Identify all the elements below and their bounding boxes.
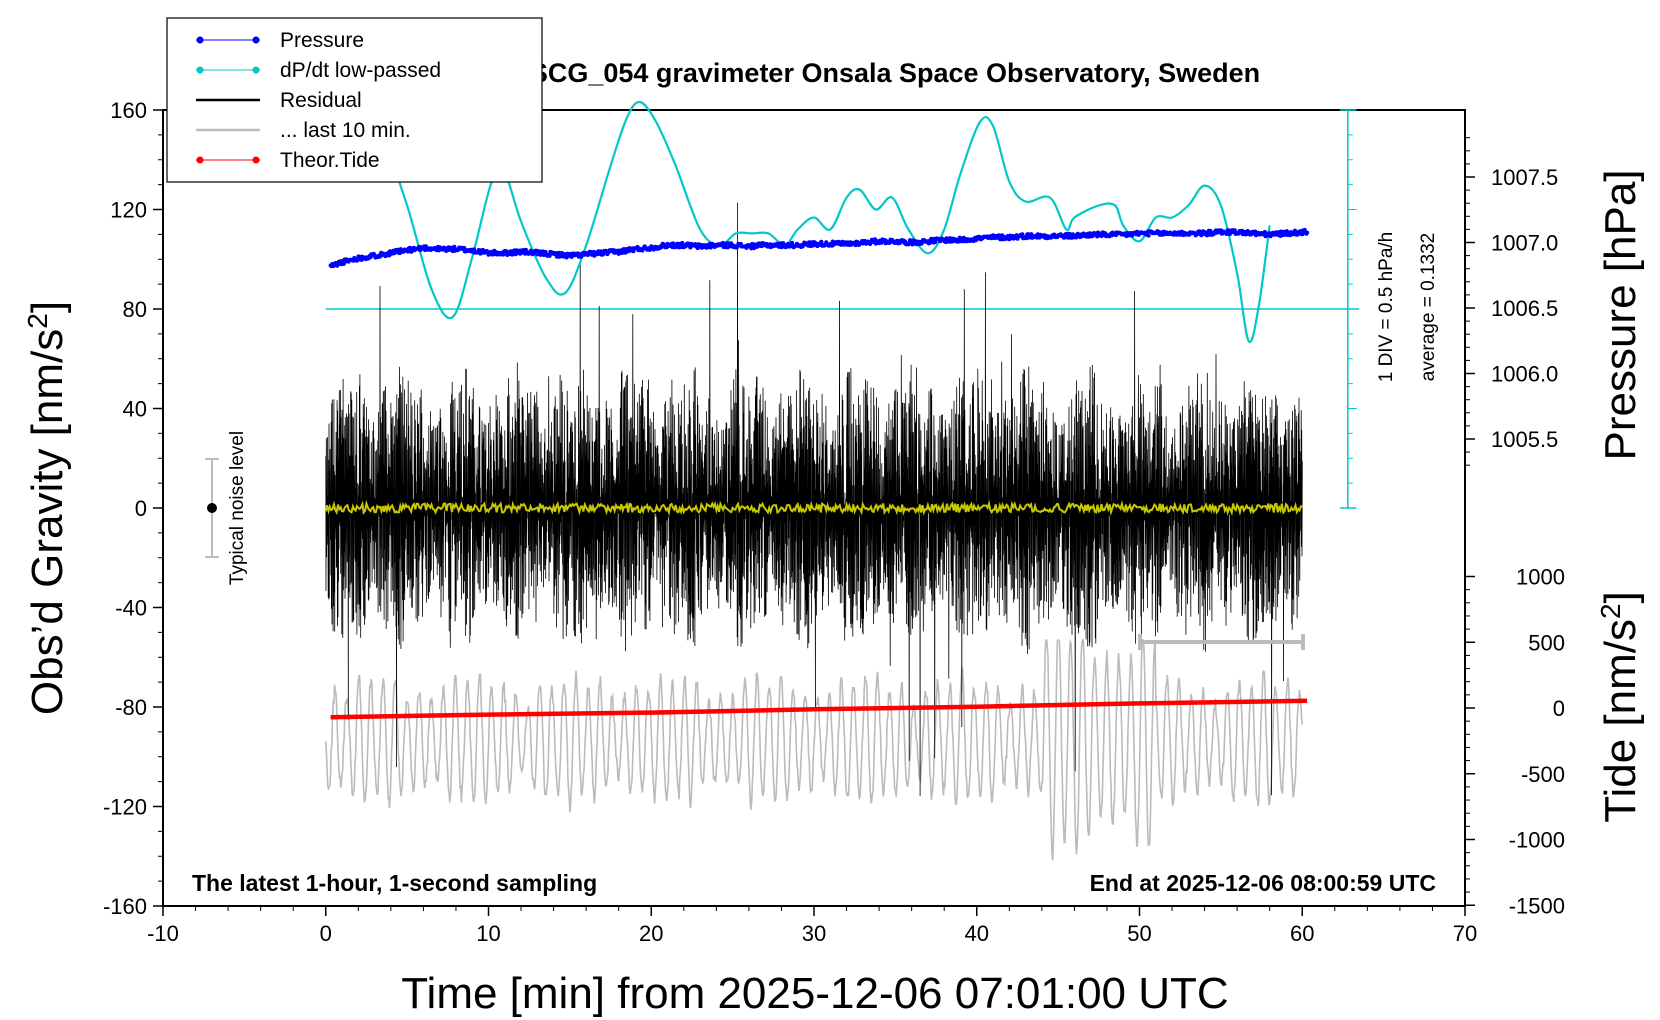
dpdt-trace — [358, 100, 1271, 344]
y-left-tick-label: 80 — [123, 297, 147, 322]
y-axis-tide-label-sup: 2 — [1595, 603, 1626, 619]
legend-marker — [196, 36, 204, 44]
tide-line — [330, 698, 1308, 720]
y-pressure-tick-label: 1006.5 — [1491, 296, 1558, 321]
pressure-line — [328, 227, 1310, 269]
legend-marker — [252, 156, 260, 164]
last-10-min-trace — [325, 638, 1304, 861]
y-left-tick-label: 120 — [110, 198, 147, 223]
y-left-tick-label: -160 — [103, 894, 147, 919]
y-pressure-tick-label: 1007.5 — [1491, 165, 1558, 190]
y-axis-tide-label: Tide [nm/s2] — [1595, 591, 1646, 823]
y-tide-tick-label: 0 — [1553, 696, 1565, 721]
y-left-tick-label: -80 — [115, 695, 147, 720]
x-tick-label: 10 — [476, 921, 500, 946]
y-pressure-tick-label: 1006.0 — [1491, 362, 1558, 387]
pressure-trace — [328, 227, 1310, 269]
bottom-left-note: The latest 1-hour, 1-second sampling — [192, 870, 597, 896]
noise-level-indicator — [205, 458, 219, 558]
legend-item: ... last 10 min. — [196, 119, 411, 142]
x-tick-label: 40 — [965, 921, 989, 946]
y-left-tick-label: 160 — [110, 98, 147, 123]
y-axis-tide-label-close: ] — [1596, 591, 1645, 603]
dpdt-average-label: average = 0.1332 — [1418, 233, 1439, 381]
legend-item: Theor.Tide — [196, 149, 380, 172]
y-axis-pressure-ticks: 1007.5 1007.0 1006.5 1006.0 1005.5 — [1465, 137, 1558, 466]
y-axis-tide-label-text: Tide [nm/s — [1596, 619, 1645, 823]
x-tick-label: 50 — [1127, 921, 1151, 946]
legend-marker — [252, 66, 260, 74]
legend-item: Pressure — [196, 29, 364, 52]
theoretical-tide-trace — [330, 698, 1308, 720]
legend-label: Residual — [280, 89, 362, 112]
legend-marker — [252, 36, 260, 44]
legend-item: dP/dt low-passed — [196, 59, 441, 82]
legend-label: Theor.Tide — [280, 149, 380, 172]
tide-scale-bar — [1138, 634, 1305, 650]
x-tick-label: 60 — [1290, 921, 1314, 946]
smoothed-residual-trace — [324, 499, 1303, 517]
legend-marker — [196, 66, 204, 74]
smoothed-residual-line — [324, 499, 1303, 517]
y-axis-tide-ticks: 1000 500 0 -500 -1000 -1500 — [1465, 565, 1565, 918]
y-axis-left-label: Obs’d Gravity [nm/s2] — [22, 301, 73, 715]
y-pressure-tick-label: 1007.0 — [1491, 231, 1558, 256]
legend-item: Residual — [196, 89, 362, 112]
y-tide-tick-label: 1000 — [1516, 565, 1565, 590]
x-tick-label: 20 — [639, 921, 663, 946]
legend-label: ... last 10 min. — [280, 119, 411, 142]
y-axis-pressure-label: Pressure [hPa] — [1596, 169, 1645, 460]
y-pressure-tick-label: 1005.5 — [1491, 427, 1558, 452]
y-tide-tick-label: -1500 — [1509, 893, 1565, 918]
y-tide-tick-label: 500 — [1528, 630, 1565, 655]
y-axis-left-label-sup: 2 — [22, 313, 53, 329]
legend-marker — [196, 156, 204, 164]
chart-title: SCG_054 gravimeter Onsala Space Observat… — [530, 58, 1260, 88]
x-tick-label: -10 — [147, 921, 179, 946]
y-left-tick-label: 0 — [135, 496, 147, 521]
y-left-tick-label: -40 — [115, 596, 147, 621]
legend-label: Pressure — [280, 29, 364, 52]
y-axis-left-label-close: ] — [23, 301, 72, 313]
x-tick-label: 0 — [320, 921, 332, 946]
residual-trace — [325, 202, 1303, 797]
bottom-right-note: End at 2025-12-06 08:00:59 UTC — [1090, 870, 1436, 896]
y-left-tick-label: -120 — [103, 795, 147, 820]
dpdt-scale-label: 1 DIV = 0.5 hPa/h — [1376, 232, 1397, 383]
x-tick-label: 30 — [802, 921, 826, 946]
x-axis-ticks: -10 0 10 20 30 40 50 60 70 — [147, 906, 1477, 946]
y-tide-tick-label: -1000 — [1509, 828, 1565, 853]
last-10-min-line — [325, 638, 1304, 861]
x-axis-label: Time [min] from 2025-12-06 07:01:00 UTC — [401, 969, 1228, 1018]
noise-label: Typical noise level — [227, 431, 248, 585]
dpdt-scale-axis — [325, 109, 1360, 509]
y-left-tick-label: 40 — [123, 397, 147, 422]
y-axis-left-ticks: 160 120 80 40 0 -40 -80 -120 -160 — [103, 98, 163, 919]
y-tide-tick-label: -500 — [1521, 762, 1565, 787]
legend: Pressure dP/dt low-passed Residual ... last… — [166, 17, 543, 183]
x-tick-label: 70 — [1453, 921, 1477, 946]
residual-line — [325, 202, 1303, 797]
dpdt-line — [358, 100, 1271, 344]
legend-label: dP/dt low-passed — [280, 59, 441, 82]
y-axis-left-label-text: Obs’d Gravity [nm/s — [23, 329, 72, 715]
